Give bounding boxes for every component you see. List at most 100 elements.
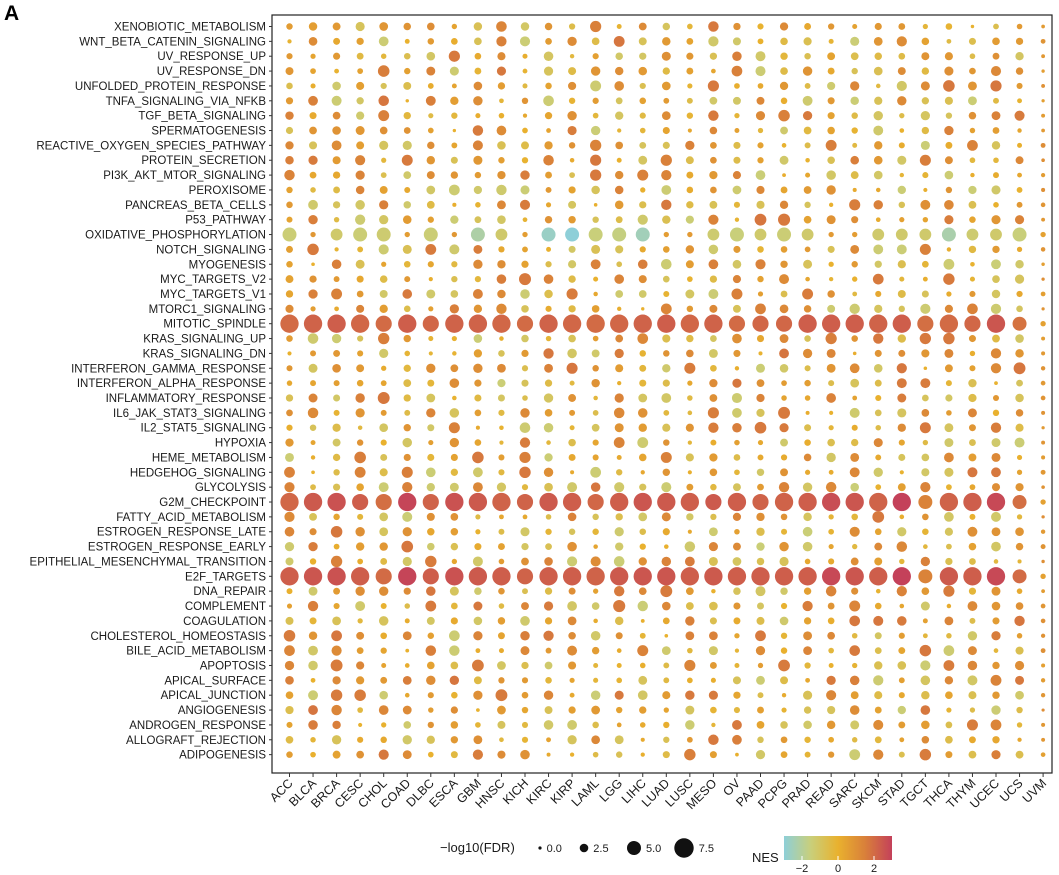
dot-coad-spermatogenesis bbox=[403, 127, 411, 134]
dot-prad-protein_secretion bbox=[805, 157, 810, 163]
dot-ucs-apical_surface bbox=[1015, 675, 1025, 685]
dot-kich-estrogen_response_late bbox=[520, 527, 530, 537]
dot-chol-notch_signaling bbox=[378, 244, 389, 255]
dot-kich-apoptosis bbox=[521, 661, 529, 670]
dot-brca-interferon_alpha_response bbox=[333, 380, 340, 387]
dot-thca-heme_metabolism bbox=[944, 452, 954, 463]
dot-cesc-apical_junction bbox=[354, 689, 366, 701]
dot-uvm-tgf_beta_signaling bbox=[1041, 113, 1046, 118]
dot-kich-kras_signaling_up bbox=[521, 334, 529, 343]
y-tick-label: G2M_CHECKPOINT bbox=[159, 497, 266, 509]
dot-pcpg-uv_response_up bbox=[780, 52, 788, 60]
dot-brca-il2_stat5_signaling bbox=[332, 423, 341, 432]
dot-luad-uv_response_dn bbox=[662, 67, 670, 75]
dot-chol-apical_surface bbox=[380, 676, 388, 684]
dot-stad-mitotic_spindle bbox=[892, 314, 911, 333]
dot-laml-wnt_beta_catenin_signaling bbox=[591, 37, 600, 46]
dot-dlbc-protein_secretion bbox=[426, 156, 435, 165]
dot-pcpg-dna_repair bbox=[780, 587, 788, 595]
dot-chol-myc_targets_v1 bbox=[379, 289, 388, 298]
dot-gbm-pancreas_beta_cells bbox=[475, 202, 481, 208]
dot-kirc-protein_secretion bbox=[543, 154, 554, 166]
dot-lihc-coagulation bbox=[640, 618, 645, 623]
dot-hnsc-hypoxia bbox=[499, 440, 504, 445]
dot-pcpg-kras_signaling_dn bbox=[779, 348, 789, 359]
dot-chol-coagulation bbox=[378, 616, 389, 626]
dot-gbm-apical_surface bbox=[473, 676, 482, 685]
dot-acc-cholesterol_homeostasis bbox=[283, 629, 296, 642]
dot-lihc-oxidative_phosphorylation bbox=[635, 227, 650, 242]
dot-coad-myc_targets_v2 bbox=[404, 276, 411, 283]
dot-dlbc-adipogenesis bbox=[427, 751, 434, 758]
dot-paad-glycolysis bbox=[757, 483, 764, 491]
dot-dlbc-myc_targets_v2 bbox=[428, 277, 433, 282]
dot-kirp-oxidative_phosphorylation bbox=[565, 227, 580, 242]
dot-thym-dna_repair bbox=[968, 587, 977, 595]
dot-acc-apoptosis bbox=[284, 660, 295, 671]
dot-kirc-myc_targets_v1 bbox=[544, 289, 553, 299]
dot-thym-uv_response_up bbox=[969, 53, 976, 60]
dot-blca-tnfa_signaling_via_nfkb bbox=[308, 95, 318, 106]
dot-kich-interferon_alpha_response bbox=[521, 379, 529, 387]
dot-esca-myogenesis bbox=[451, 261, 458, 268]
dot-thym-interferon_gamma_response bbox=[969, 365, 976, 372]
dot-read-uv_response_dn bbox=[827, 67, 835, 75]
dot-paad-kras_signaling_dn bbox=[758, 351, 763, 356]
dot-sarc-p53_pathway bbox=[851, 216, 859, 224]
dot-luad-kras_signaling_dn bbox=[663, 350, 670, 357]
dot-chol-interferon_alpha_response bbox=[380, 380, 387, 387]
dot-paad-dna_repair bbox=[755, 586, 766, 597]
dot-sarc-dna_repair bbox=[851, 587, 859, 595]
dot-kich-kras_signaling_dn bbox=[521, 349, 529, 358]
dot-sarc-xenobiotic_metabolism bbox=[852, 23, 858, 30]
dot-stad-myc_targets_v2 bbox=[899, 276, 905, 282]
dot-blca-coagulation bbox=[309, 617, 317, 625]
dot-meso-complement bbox=[709, 601, 718, 611]
dot-prad-wnt_beta_catenin_signaling bbox=[803, 37, 812, 46]
dot-blca-estrogen_response_early bbox=[308, 541, 318, 552]
dot-skcm-protein_secretion bbox=[873, 155, 883, 165]
dot-hnsc-kras_signaling_up bbox=[499, 336, 504, 341]
dot-dlbc-tgf_beta_signaling bbox=[428, 113, 434, 119]
dot-thym-heme_metabolism bbox=[968, 453, 977, 462]
dot-ov-angiogenesis bbox=[733, 706, 741, 714]
dot-meso-estrogen_response_late bbox=[708, 527, 718, 537]
dot-coad-apical_junction bbox=[404, 692, 410, 698]
dot-kirc-tgf_beta_signaling bbox=[544, 112, 553, 120]
dot-meso-androgen_response bbox=[711, 722, 716, 728]
dot-sarc-unfolded_protein_response bbox=[850, 81, 860, 91]
dot-blca-apoptosis bbox=[308, 660, 318, 671]
dot-acc-inflammatory_response bbox=[285, 394, 294, 402]
dot-meso-il6_jak_stat3_signaling bbox=[707, 407, 719, 419]
dot-dlbc-interferon_alpha_response bbox=[427, 379, 435, 387]
dot-lihc-uv_response_up bbox=[639, 52, 647, 60]
dot-laml-e2f_targets bbox=[586, 567, 605, 586]
dot-lusc-angiogenesis bbox=[685, 705, 695, 715]
dot-kirc-il2_stat5_signaling bbox=[543, 422, 554, 433]
dot-ucs-tnfa_signaling_via_nfkb bbox=[1017, 98, 1022, 104]
dot-ucec-tnfa_signaling_via_nfkb bbox=[993, 97, 999, 104]
dot-cesc-reactive_oxygen_species_pathway bbox=[356, 141, 365, 150]
dot-sarc-adipogenesis bbox=[849, 749, 861, 761]
dot-luad-myogenesis bbox=[661, 258, 672, 270]
dot-paad-myc_targets_v2 bbox=[757, 275, 764, 283]
dot-hnsc-il6_jak_stat3_signaling bbox=[498, 409, 505, 416]
dot-kirp-uv_response_up bbox=[569, 54, 575, 59]
dot-tgct-mtorc1_signaling bbox=[920, 303, 931, 314]
dot-thca-spermatogenesis bbox=[944, 125, 954, 136]
dot-chol-mtorc1_signaling bbox=[379, 304, 388, 314]
dot-stad-kras_signaling_up bbox=[897, 334, 907, 343]
dot-lihc-tgf_beta_signaling bbox=[639, 112, 646, 119]
y-tick-label: OXIDATIVE_PHOSPHORYLATION bbox=[85, 230, 266, 242]
dot-kirc-mitotic_spindle bbox=[539, 314, 558, 333]
dot-tgct-uv_response_up bbox=[921, 52, 930, 61]
dot-lgg-myogenesis bbox=[616, 261, 623, 268]
dot-kich-glycolysis bbox=[521, 484, 529, 491]
dot-thym-estrogen_response_late bbox=[967, 526, 978, 537]
dot-ucec-allograft_rejection bbox=[992, 736, 1000, 744]
dot-coad-tnfa_signaling_via_nfkb bbox=[405, 99, 409, 103]
dot-read-pi3k_akt_mtor_signaling bbox=[826, 170, 836, 180]
y-tick-label: MITOTIC_SPINDLE bbox=[163, 319, 266, 331]
dot-kirp-glycolysis bbox=[567, 482, 578, 493]
dot-uvm-hedgehog_signaling bbox=[1040, 469, 1046, 475]
